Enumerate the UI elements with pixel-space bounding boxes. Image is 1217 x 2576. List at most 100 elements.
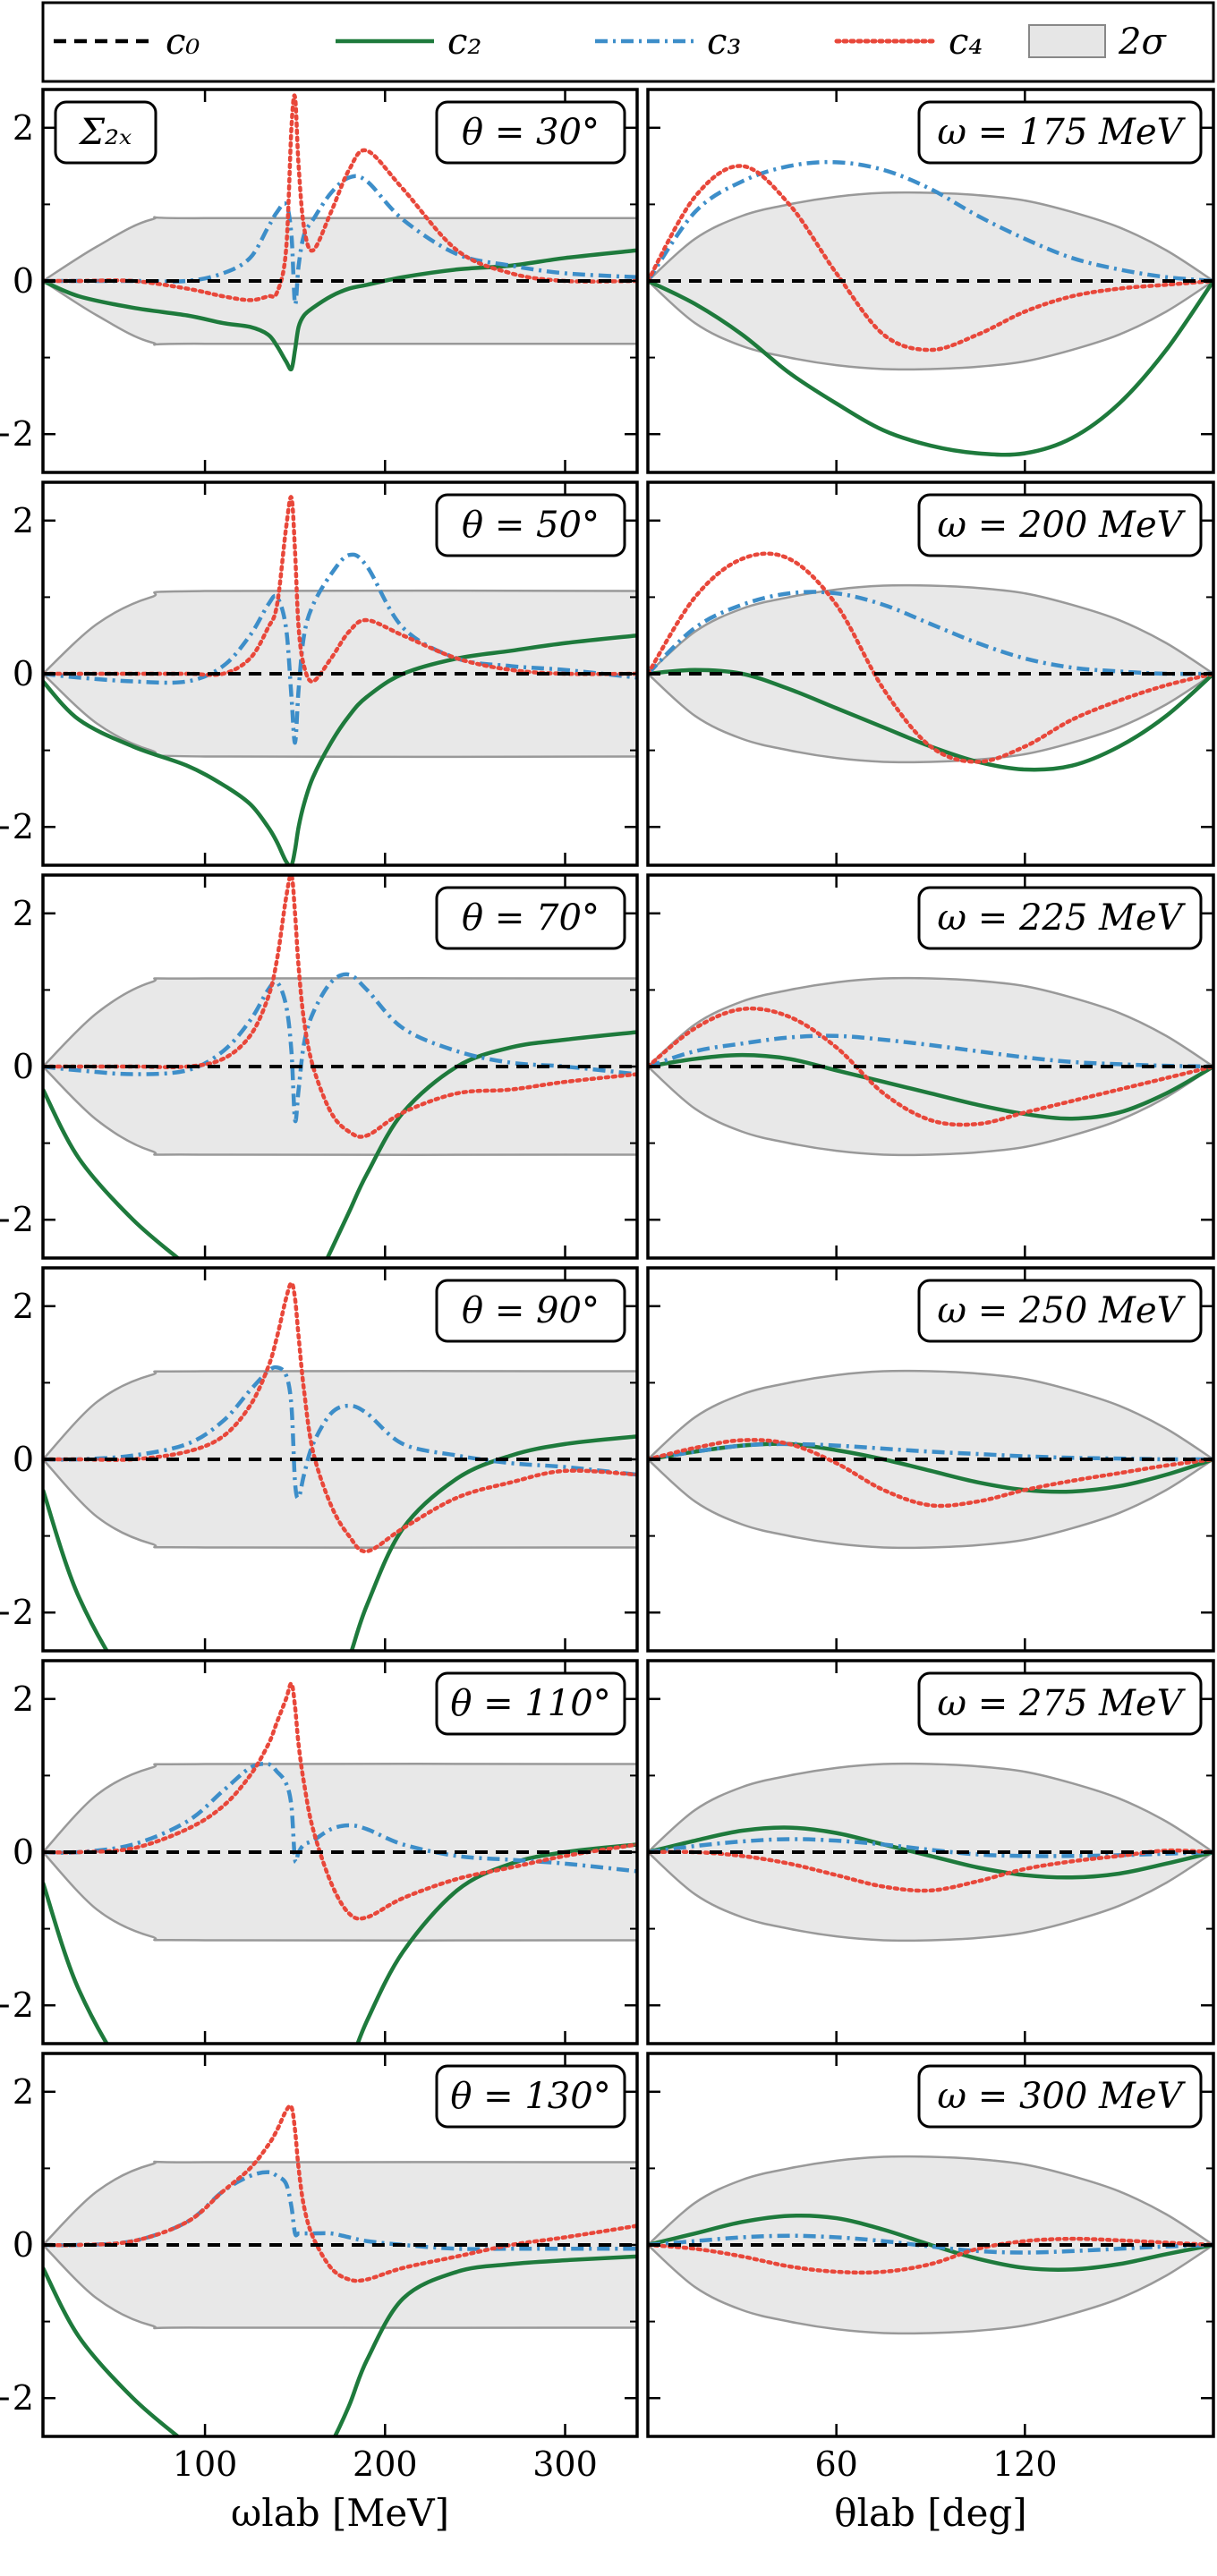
- y-tick-label: 0: [13, 654, 34, 693]
- series-c3-line: [43, 1761, 637, 1874]
- y-tick-label: −2: [0, 414, 34, 454]
- panel-label: ω = 225 MeV: [937, 897, 1186, 939]
- band-upper-edge: [43, 976, 637, 1067]
- band-upper-edge: [43, 216, 637, 283]
- series-c4-line: [648, 551, 1213, 764]
- series-c3-line: [648, 1033, 1213, 1069]
- y-tick-label: 2: [13, 1287, 34, 1326]
- panel-label: ω = 300 MeV: [937, 2076, 1186, 2117]
- band-lower-edge: [648, 2243, 1213, 2335]
- series-c2-line: [648, 1441, 1213, 1494]
- panel-label: ω = 175 MeV: [937, 112, 1186, 153]
- panel-label-box: [917, 1279, 1203, 1343]
- series-c4-line: [43, 93, 637, 302]
- y-tick-label: −2: [0, 807, 34, 846]
- band-lower-edge: [648, 279, 1213, 371]
- y-tick-label: 2: [13, 108, 34, 148]
- series-c4-line: [648, 2236, 1213, 2275]
- band-lower-edge: [43, 279, 637, 346]
- legend-label-c0: c₀: [166, 21, 200, 63]
- y-tick-label: 2: [13, 2072, 34, 2112]
- panel-label-box: [435, 2064, 626, 2129]
- series-c3-line: [648, 159, 1213, 284]
- panel-label-box: [435, 1671, 626, 1736]
- band-upper-edge: [648, 191, 1213, 283]
- panel-label: θ = 110°: [450, 1683, 610, 1724]
- panel-label: ω = 275 MeV: [937, 1683, 1186, 1724]
- legend-band-swatch: [1028, 24, 1106, 58]
- series-c2-line: [43, 1030, 637, 1258]
- panel-right-2: ω = 200 MeV: [646, 480, 1215, 867]
- band-lower-edge: [43, 2244, 637, 2330]
- x-tick-label: 60: [814, 2444, 857, 2484]
- series-c4-line: [648, 1848, 1213, 1893]
- legend-label-c4: c₄: [949, 21, 983, 63]
- series-c3-line: [648, 1441, 1213, 1462]
- legend-label-c2: c₂: [447, 21, 481, 63]
- legend-label-band: 2σ: [1118, 21, 1167, 63]
- panel-left-6: 2 0 −2 θ = 130° 100 200 300: [0, 2052, 639, 2484]
- panel-left-4: 2 0 −2 θ = 90°: [0, 1266, 639, 1653]
- panel-left-3: 2 0 −2 θ = 70°: [0, 873, 639, 1260]
- x-tick-label: 200: [353, 2444, 418, 2484]
- panel-label-box: [435, 886, 626, 950]
- panel-label-box: [917, 886, 1203, 950]
- observable-label-box: [54, 100, 157, 165]
- panel-left-1: 2 0 −2 θ = 30° Σ₂ₓ: [0, 88, 639, 474]
- panel-label-box: [917, 100, 1203, 165]
- series-c3-line: [43, 174, 637, 307]
- y-tick-label: 0: [13, 1047, 34, 1086]
- series-c2-line: [648, 1052, 1213, 1121]
- y-tick-label: 0: [13, 1440, 34, 1479]
- panel-right-5: ω = 275 MeV: [646, 1659, 1215, 2045]
- series-c4-line: [43, 2104, 637, 2283]
- uncertainty-band: [648, 1764, 1213, 1941]
- band-lower-edge: [648, 1850, 1213, 1943]
- series-c2-line: [43, 248, 637, 372]
- series-c3-line: [43, 1365, 637, 1501]
- series-c2-line: [43, 1434, 637, 1651]
- series-c4-line: [648, 1006, 1213, 1127]
- y-tick-label: −2: [0, 1593, 34, 1632]
- panel-label: θ = 90°: [462, 1290, 600, 1331]
- panel-right-1: ω = 175 MeV: [646, 88, 1215, 474]
- y-tick-label: 2: [13, 1679, 34, 1719]
- band-upper-edge: [43, 2160, 637, 2246]
- panel-label: θ = 130°: [450, 2076, 610, 2117]
- series-c3-line: [648, 590, 1213, 676]
- panel-label-box: [435, 1279, 626, 1343]
- band-upper-edge: [43, 1762, 637, 1853]
- band-upper-edge: [648, 1762, 1213, 1854]
- band-lower-edge: [648, 672, 1213, 764]
- observable-label: Σ₂ₓ: [78, 112, 132, 153]
- panel-label: ω = 200 MeV: [937, 505, 1186, 546]
- uncertainty-band: [648, 1371, 1213, 1548]
- panels: 2 0 −2 θ = 30° Σ₂ₓ 2 0 −2 θ = 50° 2 0 −2 θ = 70° 2 0 −2…: [0, 88, 1215, 2484]
- panel-label: θ = 50°: [462, 505, 600, 546]
- band-upper-edge: [648, 976, 1213, 1068]
- uncertainty-band: [648, 192, 1213, 370]
- band-upper-edge: [43, 589, 637, 675]
- panel-left-2: 2 0 −2 θ = 50°: [0, 480, 639, 867]
- panel-label-box: [435, 100, 626, 165]
- panel-label-box: [917, 2064, 1203, 2129]
- band-lower-edge: [43, 1458, 637, 1550]
- panel-right-6: ω = 300 MeV 60 120: [646, 2052, 1215, 2484]
- panel-left-5: 2 0 −2 θ = 110°: [0, 1659, 639, 2045]
- y-tick-label: 0: [13, 1832, 34, 1872]
- series-c2-line: [43, 1842, 637, 2044]
- panel-label: θ = 30°: [462, 112, 600, 153]
- axis-labels: ωlab [MeV] θlab [deg]: [231, 2491, 1027, 2535]
- panel-right-3: ω = 225 MeV: [646, 873, 1215, 1260]
- series-c2-line: [648, 278, 1213, 457]
- panel-label: ω = 250 MeV: [937, 1290, 1186, 1331]
- band-lower-edge: [648, 1458, 1213, 1550]
- uncertainty-band: [648, 978, 1213, 1155]
- panel-label-box: [917, 1671, 1203, 1736]
- series-c4-line: [648, 1438, 1213, 1509]
- y-tick-label: −2: [0, 2378, 34, 2418]
- x-tick-label: 300: [532, 2444, 598, 2484]
- band-upper-edge: [43, 1369, 637, 1460]
- y-tick-label: 2: [13, 894, 34, 933]
